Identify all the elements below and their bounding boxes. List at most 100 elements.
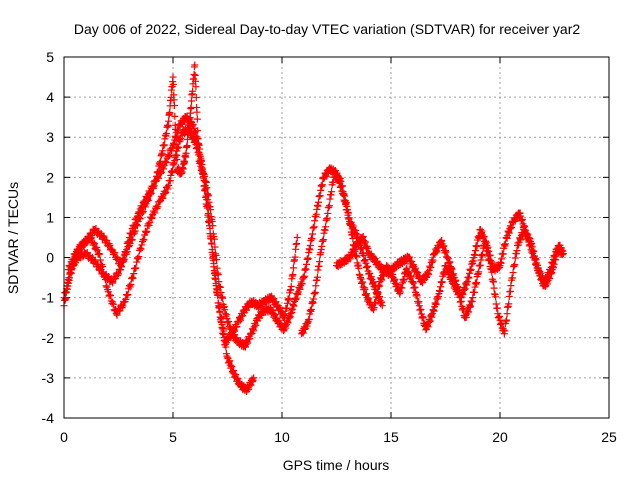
data-point [137,245,145,253]
data-point [341,192,349,200]
data-point [90,239,98,247]
data-point [133,258,141,266]
data-point [108,300,116,308]
y-tick-label: 4 [46,89,54,105]
data-point [304,255,312,263]
data-point [127,235,135,243]
data-point [133,220,141,228]
data-point [183,142,191,150]
data-point [204,192,212,200]
data-point [69,255,77,263]
data-point [102,282,110,290]
data-point [142,229,150,237]
data-point [193,115,201,123]
data-point [122,295,130,303]
y-tick-label: 3 [46,129,54,145]
data-point [166,109,174,117]
data-point [210,235,218,243]
data-point [153,205,161,213]
data-point [154,203,162,211]
data-point [117,262,125,270]
data-point [473,279,481,287]
data-point [101,275,109,283]
data-point [62,295,70,303]
data-point [72,251,80,259]
x-tick-label: 25 [601,429,617,445]
data-point [559,250,567,258]
data-point [315,198,323,206]
data-point [127,280,135,288]
data-point [147,189,155,197]
data-point [113,311,121,319]
data-point [160,165,168,173]
data-point [162,159,170,167]
data-point [250,374,258,382]
data-point [490,284,498,292]
data-point [96,250,104,258]
data-point [140,236,148,244]
data-point [109,279,117,287]
data-point [220,330,228,338]
data-point [492,293,500,301]
data-point [210,263,218,271]
data-point [344,209,352,217]
data-point [133,222,141,230]
data-point [293,234,301,241]
data-point [355,264,363,272]
data-point [503,310,511,318]
data-point [318,181,326,189]
data-point [150,182,158,190]
data-point [88,230,96,238]
data-point [141,203,149,211]
data-point [211,243,219,251]
data-point [144,220,152,228]
data-point [172,144,180,152]
data-point [135,253,143,261]
data-point [65,262,73,270]
data-point [511,261,519,269]
data-point [214,291,222,299]
data-point [501,327,509,335]
data-point [67,263,75,271]
data-point [119,254,127,262]
data-point [125,243,133,251]
data-point [96,256,104,264]
y-tick-label: -1 [42,290,55,306]
data-point [193,108,201,116]
data-points [60,61,567,396]
data-point [126,240,134,248]
data-point [194,127,202,135]
data-point [479,250,487,258]
data-point [172,133,180,141]
data-point [219,294,227,302]
x-tick-label: 15 [383,429,399,445]
data-point [208,248,216,256]
data-point [169,80,177,88]
data-point [509,269,517,277]
data-point [216,308,224,316]
data-point [285,295,293,303]
x-tick-labels: 0 5 10 15 20 25 [60,429,617,445]
data-point [353,253,361,261]
chart-title: Day 006 of 2022, Sidereal Day-to-day VTE… [74,21,580,37]
data-point [172,125,180,133]
data-point [209,222,217,230]
data-point [322,223,330,231]
data-point [106,241,114,249]
y-tick-label: -4 [42,410,55,426]
data-point [131,227,139,235]
data-point [475,268,483,276]
data-point [120,255,128,263]
x-tick-label: 0 [60,429,68,445]
data-point [113,253,121,261]
data-point [191,71,199,79]
data-point [136,215,144,223]
data-point [171,112,179,120]
data-point [133,254,141,262]
data-point [289,264,297,272]
data-point [91,240,99,248]
data-point [170,101,178,109]
y-tick-label: 0 [46,250,54,266]
data-point [378,302,386,310]
